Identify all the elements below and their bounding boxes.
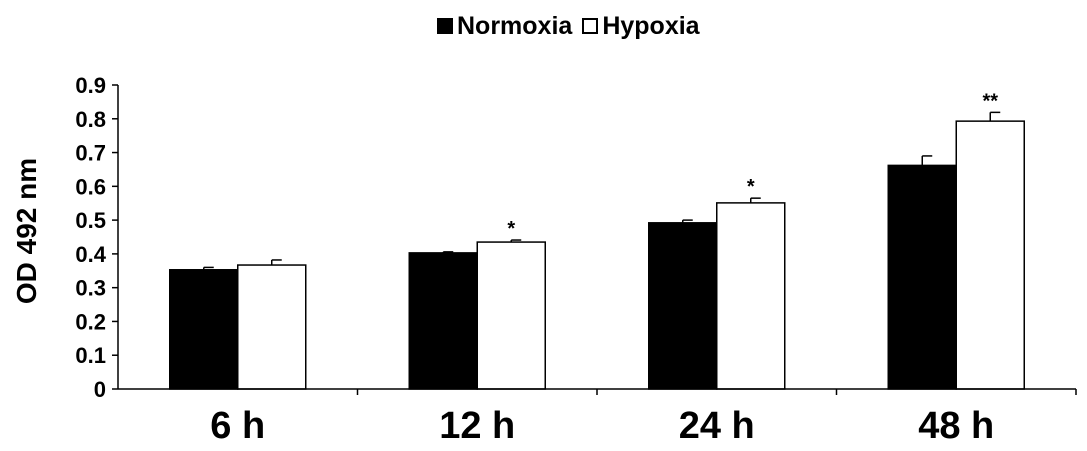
bar-hypoxia	[716, 202, 786, 390]
legend-item-hypoxia: Hypoxia	[582, 11, 700, 41]
x-tick-label: 24 h	[679, 405, 755, 447]
y-tick-label: 0.9	[75, 73, 106, 98]
bar-normoxia	[169, 269, 239, 390]
bar-hypoxia	[476, 241, 546, 390]
y-tick-label: 0.3	[75, 276, 106, 301]
legend-label-hypoxia: Hypoxia	[602, 11, 700, 40]
significance-marker: *	[507, 218, 515, 240]
y-tick-label: 0.4	[75, 242, 106, 267]
y-tick-label: 0.5	[75, 208, 106, 233]
x-tick-label: 12 h	[439, 405, 515, 447]
significance-marker: *	[747, 176, 755, 198]
x-tick-label: 48 h	[918, 405, 994, 447]
bar-normoxia	[648, 222, 718, 390]
bar-normoxia	[408, 252, 478, 390]
y-tick-label: 0.1	[75, 343, 106, 368]
legend-item-normoxia: Normoxia	[437, 12, 572, 41]
y-axis-label: OD 492 nm	[11, 158, 42, 304]
y-tick-label: 0	[94, 377, 106, 402]
legend-swatch-normoxia	[437, 18, 453, 34]
x-tick-label: 6 h	[210, 405, 265, 447]
bar-hypoxia	[955, 120, 1025, 390]
y-tick-label: 0.7	[75, 141, 106, 166]
bar-hypoxia	[237, 264, 307, 390]
y-tick-label: 0.2	[75, 309, 106, 334]
legend: Normoxia Hypoxia	[437, 12, 710, 40]
legend-label-normoxia: Normoxia	[457, 11, 573, 40]
legend-swatch-hypoxia	[582, 18, 599, 34]
bar-normoxia	[887, 164, 957, 390]
y-tick-label: 0.8	[75, 107, 106, 132]
y-tick-label: 0.6	[75, 174, 106, 199]
significance-marker: **	[982, 90, 998, 112]
